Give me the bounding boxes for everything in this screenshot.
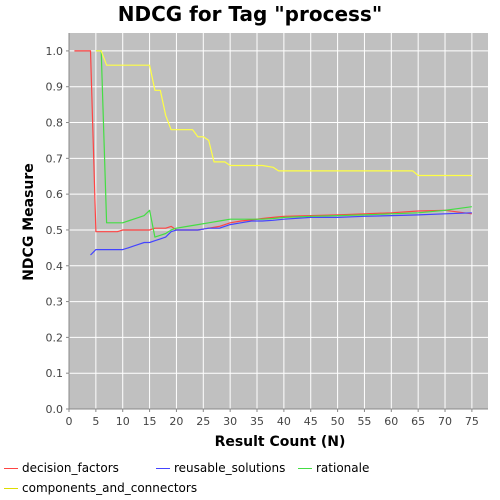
y-tick-label: 0.8: [46, 117, 64, 130]
x-tick-label: 35: [250, 415, 264, 428]
x-tick-label: 40: [277, 415, 291, 428]
axes: 0.0 0.1 0.2 0.3 0.4 0.5 0.6 0.7 0.8 0.9 1.0 0 5 10 15 2…: [46, 33, 488, 428]
legend-swatch-components-and-connectors: [4, 488, 18, 489]
legend-item-decision-factors: decision_factors: [4, 460, 119, 476]
chart-title: NDCG for Tag "process": [117, 2, 383, 26]
series-line-reusable-solutions: [90, 212, 472, 256]
y-axis-label: NDCG Measure: [21, 163, 37, 281]
series-line-decision-factors: [74, 50, 472, 233]
x-tick-label: 0: [66, 415, 73, 428]
legend-item-reusable-solutions: reusable_solutions: [156, 460, 285, 476]
x-axis-label: Result Count (N): [215, 434, 346, 450]
y-tick-label: 0.9: [46, 81, 64, 94]
x-tick-label: 45: [304, 415, 318, 428]
y-tick-label: 0.7: [46, 152, 64, 165]
legend-swatch-reusable-solutions: [156, 468, 170, 469]
legend-swatch-decision-factors: [4, 468, 18, 469]
series-line-components-and-connectors: [95, 50, 472, 177]
plot-area: [69, 33, 488, 409]
x-tick-label: 30: [223, 415, 237, 428]
series-line-rationale: [95, 50, 472, 238]
legend-item-rationale: rationale: [298, 460, 369, 476]
y-tick-label: 0.6: [46, 188, 64, 201]
x-tick-label: 65: [411, 415, 425, 428]
series-lines: [74, 50, 472, 256]
x-tick-label: 60: [384, 415, 398, 428]
legend-label: rationale: [316, 461, 370, 475]
legend-label: reusable_solutions: [174, 461, 286, 475]
x-tick-label: 70: [438, 415, 452, 428]
y-tick-label: 0.2: [46, 331, 64, 344]
ndcg-line-chart: 0.0 0.1 0.2 0.3 0.4 0.5 0.6 0.7 0.8 0.9 1.0 0 5 10 15 2…: [21, 33, 488, 450]
y-tick-label: 0.0: [46, 403, 64, 416]
legend-swatch-rationale: [298, 468, 312, 469]
x-tick-label: 20: [169, 415, 183, 428]
x-tick-label: 15: [143, 415, 157, 428]
x-tick-label: 5: [92, 415, 99, 428]
y-tick-label: 0.4: [46, 260, 64, 273]
x-tick-label: 55: [357, 415, 371, 428]
y-tick-label: 1.0: [46, 45, 64, 58]
legend-label: components_and_connectors: [22, 481, 198, 495]
x-tick-label: 25: [196, 415, 210, 428]
x-tick-label: 75: [465, 415, 479, 428]
legend: decision_factors reusable_solutions rati…: [0, 458, 500, 500]
y-tick-label: 0.3: [46, 296, 64, 309]
legend-item-components-and-connectors: components_and_connectors: [4, 480, 197, 496]
x-tick-label: 10: [116, 415, 130, 428]
y-tick-label: 0.5: [46, 224, 64, 237]
y-tick-label: 0.1: [46, 367, 64, 380]
x-tick-label: 50: [331, 415, 345, 428]
legend-label: decision_factors: [22, 461, 119, 475]
grid-lines: [68, 33, 488, 410]
